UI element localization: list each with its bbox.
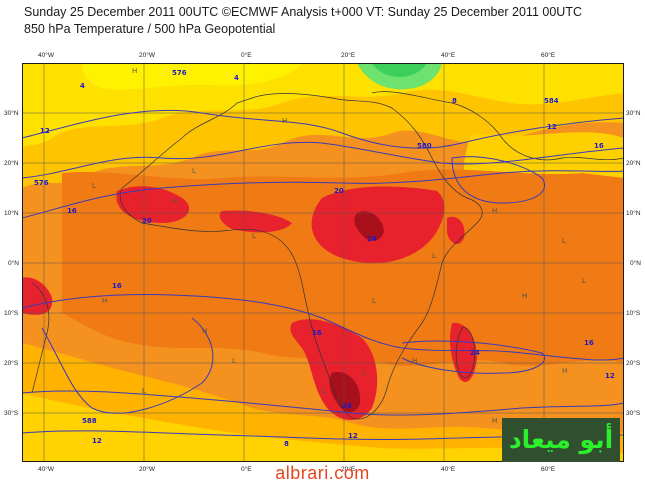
lat-tick-right: 30°S — [626, 410, 641, 417]
svg-text:L: L — [142, 387, 146, 395]
lat-tick-left: 10°S — [4, 310, 19, 317]
svg-text:H: H — [102, 297, 107, 305]
svg-text:L: L — [92, 182, 96, 190]
africa-coastline — [119, 93, 483, 420]
contour-label: 24 — [470, 349, 480, 357]
hot-spot-madagascar — [449, 322, 477, 382]
svg-text:H: H — [492, 207, 497, 215]
contour-label: 12 — [605, 372, 615, 380]
svg-text:L: L — [252, 232, 256, 240]
hot-spot-atlantic — [22, 277, 53, 315]
svg-text:H: H — [562, 367, 567, 375]
contour-label: 576 — [172, 69, 187, 77]
contour-label: 12 — [348, 432, 358, 440]
cool-patch — [82, 63, 302, 90]
contour-label: 20 — [142, 217, 152, 225]
lat-tick-left: 20°S — [4, 360, 19, 367]
hot-core-central — [354, 211, 384, 241]
lon-tick-top: 20°E — [341, 52, 356, 59]
lat-tick-right: 10°N — [626, 210, 641, 217]
contour-label: 16 — [584, 339, 594, 347]
warm-interior — [62, 169, 624, 366]
lat-tick-left: 30°S — [4, 410, 19, 417]
madagascar-coastline — [455, 327, 476, 379]
weather-map: 4 12 16 20 24 20 4 8 16 16 12 16 576 576… — [22, 63, 624, 462]
lon-tick-bottom: 0°E — [241, 466, 252, 473]
contour-label: 588 — [82, 417, 97, 425]
watermark-badge: أبو ميعاد — [502, 418, 620, 462]
lat-tick-right: 30°N — [626, 110, 641, 117]
contour-label: 24 — [342, 402, 352, 410]
lat-tick-left: 30°N — [4, 110, 19, 117]
contour-label: 584 — [544, 97, 559, 105]
svg-text:L: L — [582, 277, 586, 285]
contour-label: 24 — [367, 235, 377, 243]
cold-core — [372, 63, 427, 77]
lat-tick-left: 20°N — [4, 160, 19, 167]
contour-label: 576 — [34, 179, 49, 187]
svg-text:L: L — [362, 369, 366, 377]
contour-label: 12 — [40, 127, 50, 135]
svg-text:L: L — [232, 357, 236, 365]
contour-label: 16 — [112, 282, 122, 290]
contour-label: 16 — [594, 142, 604, 150]
hot-spot-east — [447, 216, 465, 245]
contour-label: 16 — [67, 207, 77, 215]
lon-tick-bottom: 40°E — [441, 466, 456, 473]
map-subtitle: 850 hPa Temperature / 500 hPa Geopotenti… — [24, 22, 276, 36]
svg-text:L: L — [192, 167, 196, 175]
contour-label: 16 — [312, 329, 322, 337]
lon-tick-top: 60°E — [541, 52, 556, 59]
watermark-site-link[interactable]: albrari.com — [275, 463, 370, 483]
lat-tick-right: 10°S — [626, 310, 641, 317]
contour-label: 12 — [92, 437, 102, 445]
svg-text:L: L — [432, 252, 436, 260]
svg-text:L: L — [562, 237, 566, 245]
svg-text:H: H — [492, 417, 497, 425]
south-america-coastline — [31, 282, 50, 394]
svg-text:H: H — [132, 67, 137, 75]
pressure-markers: H H L L H L L H L H H L L H L L H H L H L — [92, 67, 586, 425]
contour-label: 12 — [547, 123, 557, 131]
contour-label: 4 — [80, 82, 85, 90]
hot-spot-west-africa — [116, 186, 190, 223]
lon-tick-top: 0°E — [241, 52, 252, 59]
svg-text:H: H — [412, 357, 417, 365]
lat-tick-right: 20°N — [626, 160, 641, 167]
map-frame — [22, 63, 624, 462]
hot-spot-sahel — [219, 210, 292, 233]
lon-tick-top: 40°E — [441, 52, 456, 59]
contour-label: 8 — [452, 97, 457, 105]
lon-tick-bottom: 20°E — [341, 466, 356, 473]
map-title: Sunday 25 December 2011 00UTC ©ECMWF Ana… — [24, 5, 582, 19]
svg-text:L: L — [372, 297, 376, 305]
contour-label: 4 — [234, 74, 239, 82]
svg-text:H: H — [172, 197, 177, 205]
svg-text:H: H — [522, 292, 527, 300]
lat-tick-right: 20°S — [626, 360, 641, 367]
lat-tick-left: 0°N — [8, 260, 19, 267]
lon-tick-top: 20°W — [139, 52, 155, 59]
eurasia-coastline — [371, 91, 624, 161]
svg-text:L: L — [322, 387, 326, 395]
lon-tick-top: 40°W — [38, 52, 54, 59]
svg-text:H: H — [202, 327, 207, 335]
contour-label: 20 — [334, 187, 344, 195]
lon-tick-bottom: 60°E — [541, 466, 556, 473]
contour-label: 580 — [417, 142, 432, 150]
lat-tick-left: 10°N — [4, 210, 19, 217]
svg-text:H: H — [282, 117, 287, 125]
hot-core-south — [329, 372, 361, 412]
lon-tick-bottom: 40°W — [38, 466, 54, 473]
lat-lon-grid — [22, 63, 624, 462]
lon-tick-bottom: 20°W — [139, 466, 155, 473]
contour-label: 8 — [284, 440, 289, 448]
cool-band-south — [22, 393, 624, 462]
lat-tick-right: 0°N — [630, 260, 641, 267]
